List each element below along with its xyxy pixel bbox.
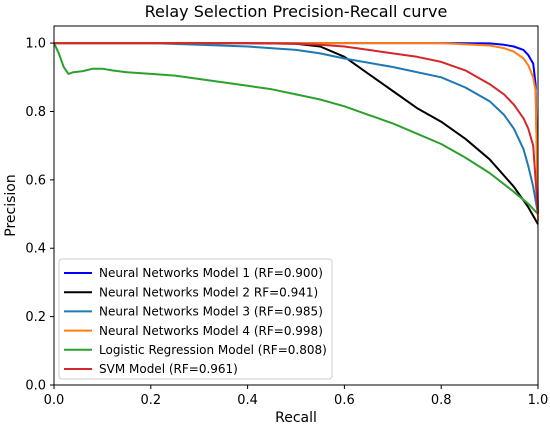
series-line-3	[54, 42, 539, 215]
legend: Neural Networks Model 1 (RF=0.900) Neural…	[58, 258, 333, 380]
chart-title: Relay Selection Precision-Recall curve	[145, 2, 448, 21]
series-line-5	[53, 42, 539, 215]
x-tick-label: 0.8	[431, 393, 452, 408]
series-line-6	[54, 42, 539, 215]
y-tick-label: 0.0	[25, 379, 46, 394]
x-tick-label: 1.0	[528, 393, 549, 408]
legend-frame	[58, 258, 333, 380]
x-tick-label: 0.6	[334, 393, 355, 408]
x-tick-label: 0.0	[44, 393, 65, 408]
x-tick-label: 0.4	[237, 393, 258, 408]
y-axis: 0.0 0.2 0.4 0.6 0.8 1.0	[25, 37, 54, 394]
legend-label-6: SVM Model (RF=0.961)	[99, 362, 238, 376]
legend-label-2: Neural Networks Model 2 RF=0.941)	[99, 285, 318, 299]
plot-frame	[53, 25, 539, 386]
y-tick-label: 0.8	[25, 105, 46, 120]
y-tick-label: 0.4	[25, 242, 46, 257]
y-tick-label: 1.0	[25, 37, 46, 52]
legend-label-1: Neural Networks Model 1 (RF=0.900)	[99, 266, 323, 280]
legend-label-3: Neural Networks Model 3 (RF=0.985)	[99, 305, 323, 319]
y-tick-label: 0.2	[25, 310, 46, 325]
y-tick-label: 0.6	[25, 173, 46, 188]
legend-label-4: Neural Networks Model 4 (RF=0.998)	[99, 324, 323, 338]
legend-label-5: Logistic Regression Model (RF=0.808)	[99, 343, 327, 357]
x-axis-label: Recall	[275, 410, 317, 426]
series-layer	[53, 42, 539, 225]
y-axis-label: Precision	[3, 174, 19, 236]
x-axis: 0.0 0.2 0.4 0.6 0.8 1.0	[44, 385, 549, 408]
x-tick-label: 0.2	[140, 393, 161, 408]
